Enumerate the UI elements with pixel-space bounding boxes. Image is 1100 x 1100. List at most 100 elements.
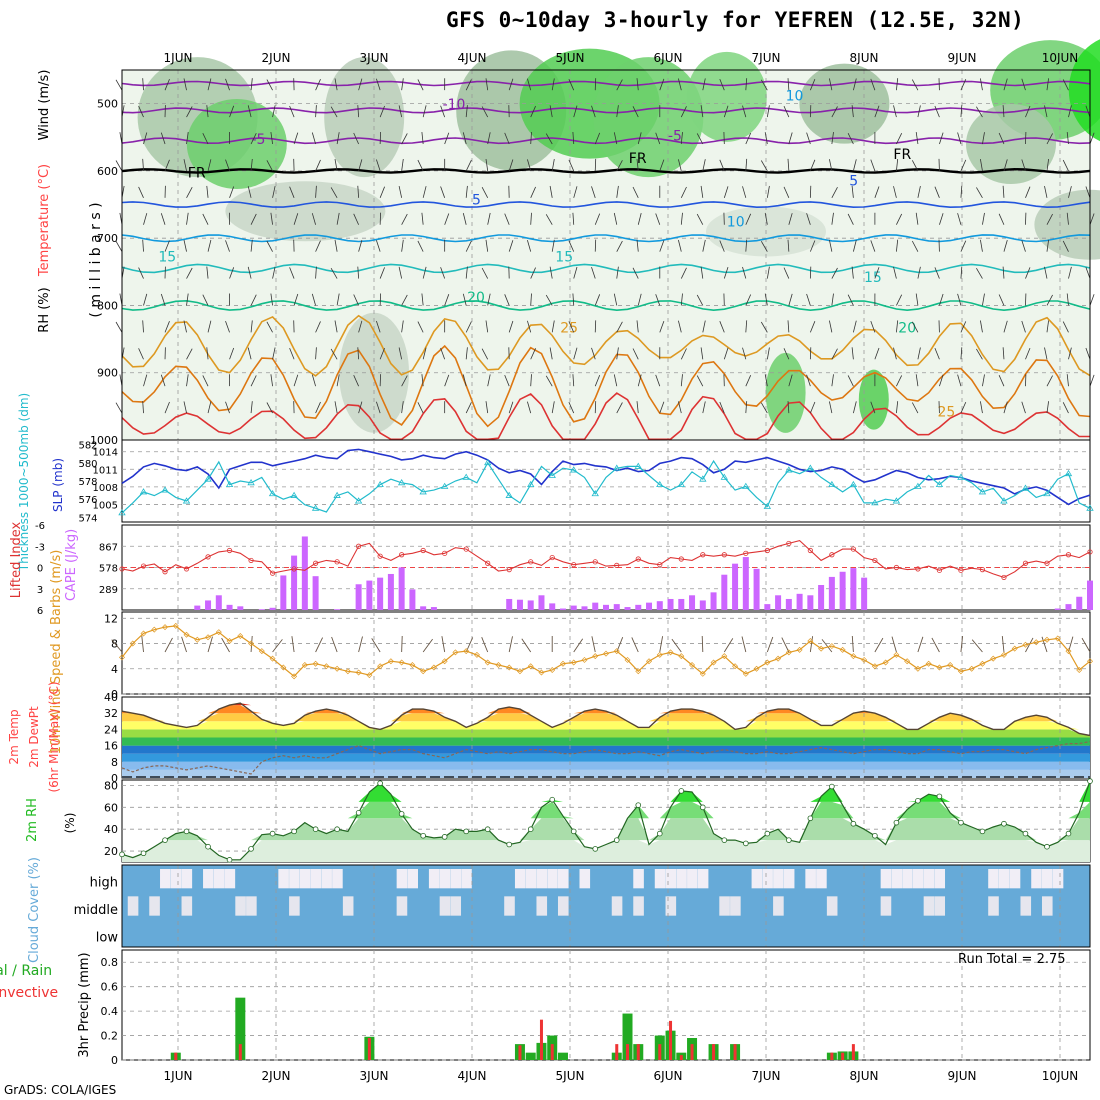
wind-barb [680, 293, 683, 306]
wind-barb [398, 186, 403, 198]
wind-speed-point [506, 664, 513, 671]
temp-band [122, 705, 1090, 714]
surface-wind-barb [331, 636, 338, 653]
temp-band [122, 745, 1090, 754]
wind-speed-point [828, 643, 835, 650]
cloud-cell-high [332, 869, 343, 889]
wind-barb [917, 347, 921, 360]
wind-barb [1066, 293, 1069, 306]
ylabel-cape: CAPE (J/kg) [64, 529, 79, 601]
wind-barb [700, 185, 704, 198]
cape-bar [710, 592, 717, 610]
wind-barb [545, 375, 553, 387]
li-tick-label: 3 [37, 585, 43, 596]
wind-speed-point [516, 668, 523, 675]
thickness-point [828, 480, 836, 488]
thickness-point [527, 480, 535, 488]
wind-barb [247, 266, 252, 279]
wind-barb [831, 267, 838, 279]
wind-barb [315, 401, 321, 414]
wind-barb [202, 375, 209, 387]
top-date-label: 3JUN [360, 51, 389, 65]
li-point [248, 557, 254, 564]
wind-barb [745, 78, 748, 91]
thickness-point [677, 480, 685, 488]
cloud-cell-middle [439, 896, 451, 916]
li-point [162, 569, 168, 575]
wind-barb [787, 320, 790, 333]
surface-wind-barb [766, 636, 774, 653]
surface-wind-barb [809, 636, 814, 653]
cloud-cell-middle [934, 896, 946, 916]
cape-bar [603, 604, 609, 610]
surface-wind-barb [591, 636, 596, 653]
li-point [140, 563, 147, 569]
wind-barb [1062, 240, 1069, 252]
wind-barb [788, 374, 793, 387]
wind-barb [591, 266, 596, 279]
wind-barb [440, 347, 446, 360]
li-point [205, 554, 211, 560]
wind-barb [465, 266, 468, 279]
cloud-cell-high [514, 869, 526, 889]
wind-barb [508, 320, 514, 333]
top-date-label: 8JUN [850, 51, 879, 65]
cape-bar [205, 600, 212, 610]
cape-bar [667, 598, 674, 610]
ylabel-cloud: Cloud Cover (%) [27, 857, 42, 963]
wind-barb [680, 348, 687, 360]
slp-tick-label: 1011 [93, 465, 118, 476]
cloud-cell-high [805, 869, 816, 889]
isotherm-line [121, 314, 1091, 377]
wind-speed-point [334, 665, 341, 672]
wind-barb [1068, 186, 1072, 198]
wind-barb [1062, 159, 1069, 172]
slp-tick-label: 1014 [93, 448, 118, 459]
wind-barb [788, 132, 793, 145]
li-point [571, 562, 577, 568]
rh-shading [324, 57, 405, 178]
cloud-cell-high [299, 869, 311, 889]
wind-speed-point [624, 656, 631, 663]
precip-convective-bar [238, 1044, 242, 1060]
cape-bar [258, 609, 265, 610]
isotherm-line [121, 344, 1091, 428]
precip-convective-bar [539, 1019, 543, 1060]
thickness-point [139, 488, 148, 495]
wind-barb [696, 294, 704, 306]
thickness-point [204, 475, 212, 482]
wind-barb [915, 132, 919, 145]
surface-wind-barb [659, 636, 664, 653]
wind-barb [745, 320, 748, 333]
ylabel-temp-units: (6hr Min/Max) (°C) [47, 681, 61, 792]
thickness-point [742, 482, 750, 489]
wind-barb [874, 105, 880, 118]
rh2m-point [441, 834, 448, 840]
wind-barb [787, 401, 790, 414]
wind-barb [1044, 105, 1048, 118]
wind-barb [1021, 240, 1026, 252]
wind-barb [530, 105, 536, 118]
wind-barb [353, 294, 359, 306]
wind-barb [142, 401, 144, 414]
wind-barb [462, 132, 467, 145]
li-point [334, 559, 340, 565]
wind-barb [939, 132, 944, 145]
thickness-point [333, 491, 341, 498]
wind-barb [591, 347, 596, 360]
wind-barb [487, 374, 491, 387]
cape-bar [237, 606, 244, 610]
wind-barb [358, 401, 363, 414]
cloud-cell-high [224, 869, 236, 889]
wind-barb [444, 132, 450, 145]
wind-barb [764, 212, 768, 225]
cloud-cell-middle [557, 896, 569, 916]
wind-speed-point [947, 661, 954, 668]
wind-barb [357, 266, 360, 279]
wind-barb [401, 213, 408, 225]
cloud-cell-middle [611, 896, 623, 916]
wind-barb [358, 159, 363, 172]
wind-barb [680, 106, 687, 118]
wind-speed-point [699, 670, 706, 677]
wind-barb [138, 267, 144, 279]
